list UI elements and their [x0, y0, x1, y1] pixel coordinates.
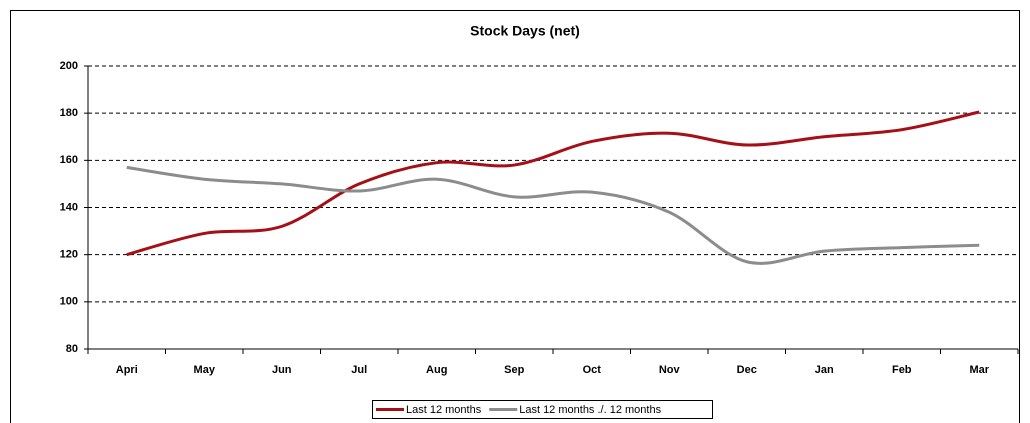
- x-tick-label: Jul: [351, 364, 367, 376]
- y-tick-label: 160: [60, 154, 78, 166]
- x-tick-label: Mar: [969, 364, 989, 376]
- chart-title: Stock Days (net): [470, 23, 580, 39]
- chart-frame: [10, 10, 1020, 423]
- series-line: [126, 165, 980, 265]
- legend-label: Last 12 months: [406, 404, 482, 416]
- series-line: [126, 110, 980, 257]
- y-tick-label: 100: [60, 296, 78, 308]
- x-tick-label: Sep: [504, 364, 524, 376]
- x-tick-label: Jan: [815, 364, 834, 376]
- y-tick-label: 140: [60, 201, 78, 213]
- x-tick-label: Nov: [659, 364, 681, 376]
- x-tick-label: Dec: [737, 364, 757, 376]
- y-tick-label: 180: [60, 107, 78, 119]
- x-tick-label: Aug: [426, 364, 447, 376]
- x-tick-label: Apri: [116, 364, 138, 376]
- legend-box: [372, 400, 713, 419]
- x-tick-label: May: [194, 364, 216, 376]
- y-tick-label: 80: [66, 343, 78, 355]
- x-tick-label: Feb: [892, 364, 912, 376]
- y-tick-label: 120: [60, 249, 78, 261]
- x-tick-label: Oct: [583, 364, 602, 376]
- y-tick-label: 200: [60, 60, 78, 72]
- x-tick-label: Jun: [272, 364, 292, 376]
- legend-label: Last 12 months ./. 12 months: [519, 404, 661, 416]
